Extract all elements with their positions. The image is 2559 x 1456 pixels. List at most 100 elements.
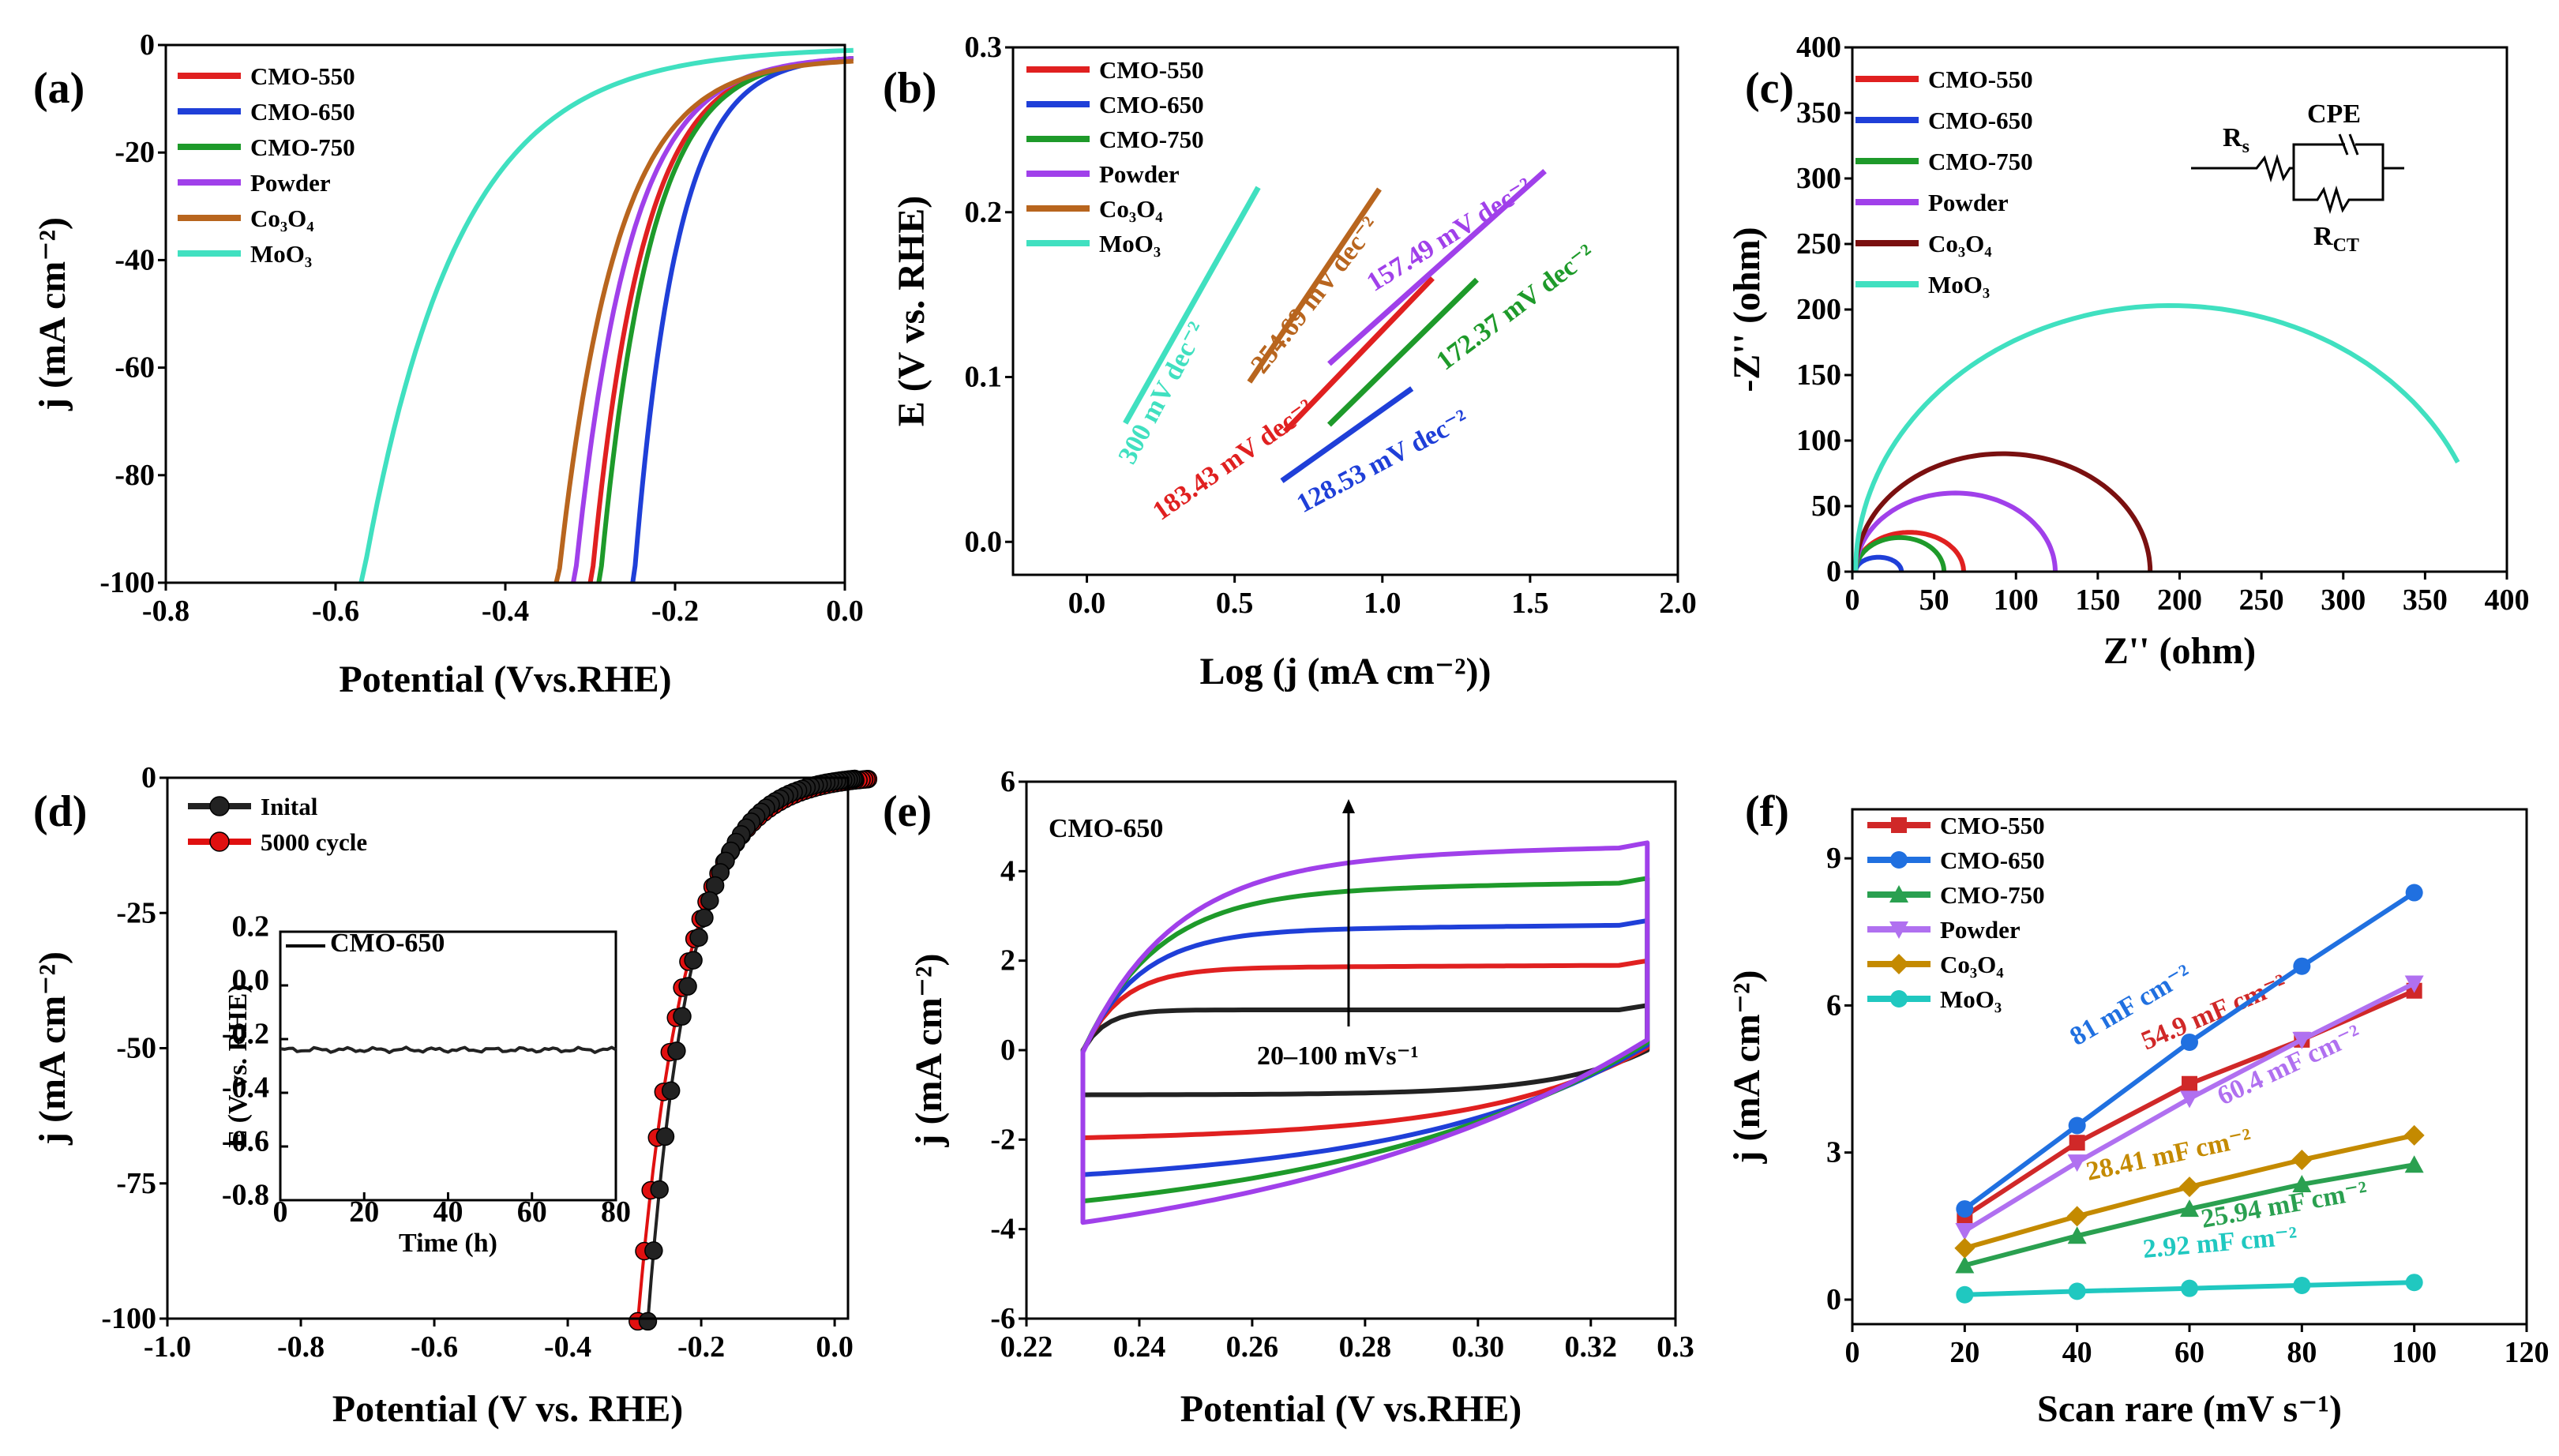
- panel-e-xtick-label: 0.3: [1657, 1330, 1694, 1364]
- panel-a-series-line: [553, 58, 854, 584]
- panel-d-xtick-label: -0.6: [411, 1330, 458, 1364]
- panel-b-xtick-label: 0.5: [1216, 587, 1254, 620]
- panel-d-marker: [673, 1007, 692, 1026]
- panel-d-xtick-label: -0.8: [277, 1330, 325, 1364]
- panel-f-marker: [2067, 1226, 2087, 1244]
- panel-a-ytick-label: -20: [114, 136, 155, 169]
- panel-d-marker: [689, 928, 708, 948]
- panel-a-legend-label: Powder: [250, 169, 331, 197]
- panel-f-marker: [2403, 1124, 2425, 1146]
- panel-f-legend-label: Powder: [1940, 916, 2021, 944]
- panel-e-sample-label: CMO-650: [1049, 814, 1163, 843]
- panel-f-marker: [2291, 1149, 2313, 1170]
- panel-c: 0 50 100 150 200 250 300 350 400 0 50 100 150 200 250 3…: [1726, 31, 2530, 672]
- panel-d-inset-line: [280, 1045, 617, 1054]
- circuit-rct-label: RCT: [2313, 222, 2359, 256]
- panel-e-ytick-label: 6: [1000, 765, 1015, 798]
- panel-c-xtick-label: 350: [2403, 584, 2448, 617]
- panel-f-marker: [1955, 1223, 1975, 1241]
- circuit-rs-sub: s: [2242, 137, 2249, 157]
- panel-e-ytick-label: 2: [1000, 944, 1015, 978]
- panel-d-inset-ytick-label: -0.4: [222, 1071, 269, 1104]
- panel-e-xtick-label: 0.32: [1565, 1330, 1618, 1364]
- panel-f-xtick-label: 60: [2174, 1336, 2204, 1369]
- panel-d-inset-xtick-label: 20: [349, 1195, 379, 1229]
- panel-a-series-line: [587, 56, 854, 584]
- panel-c-ytick-label: 100: [1796, 424, 1841, 457]
- panel-e-xtick-label: 0.28: [1339, 1330, 1392, 1364]
- panel-d-inset: 0 20 40 60 80 0.2 0.0 -0.2 -0.4 -0.6 -0.8 Time (h) E…: [222, 910, 631, 1258]
- panel-d-xlabel: Potential (V vs. RHE): [332, 1388, 683, 1430]
- panel-d-marker: [678, 977, 697, 996]
- circuit-wire: [2292, 143, 2404, 170]
- panel-f-legend-label: MoO₃: [1940, 985, 2002, 1013]
- panel-c-xtick-label: 200: [2157, 584, 2202, 617]
- panel-d-marker: [695, 908, 714, 928]
- panel-b-ytick-label: 0.2: [965, 196, 1003, 229]
- panel-d-inset-legend-label: CMO-650: [330, 929, 445, 958]
- panel-f-marker: [2404, 1155, 2424, 1173]
- panel-f-ylabel: j (mA cm⁻²): [1726, 970, 1768, 1165]
- panel-e-ytick-label: 4: [1000, 854, 1015, 887]
- panel-d-marker: [684, 951, 703, 970]
- panel-c-ytick-label: 350: [1796, 96, 1841, 129]
- panel-b-tafel-line: [1280, 386, 1414, 483]
- panel-d-ytick-label: 0: [141, 761, 156, 794]
- panel-d-inset-frame: [279, 930, 617, 1202]
- panel-a-ytick-label: 0: [140, 28, 155, 62]
- panel-f-marker: [2068, 1116, 2086, 1135]
- panel-d-legend-marker: [209, 796, 230, 816]
- panel-f-ytick-label: 6: [1826, 989, 1841, 1022]
- panel-a-legend-label: CMO-650: [250, 98, 355, 126]
- panel-d-inset-ytick-label: -0.8: [222, 1178, 269, 1211]
- circuit-resistor-rs: [2191, 153, 2294, 183]
- panel-c-xtick-label: 0: [1845, 584, 1860, 617]
- panel-c-nyquist-arc: [1853, 451, 2153, 572]
- panel-a-ytick-label: -80: [114, 459, 155, 492]
- panel-f: 54.9 mF cm⁻²81 mF cm⁻²25.94 mF cm⁻²60.4 …: [1726, 787, 2550, 1430]
- panel-e-xtick-label: 0.22: [1000, 1330, 1053, 1364]
- panel-d-label: (d): [33, 787, 87, 836]
- panel-b-label: (b): [883, 64, 936, 113]
- panel-c-xlabel: Z'' (ohm): [2103, 630, 2256, 672]
- panel-e-xtick-label: 0.24: [1113, 1330, 1166, 1364]
- panel-a-ytick-label: -40: [114, 243, 155, 276]
- panel-c-ytick-label: 300: [1796, 162, 1841, 195]
- panel-b-tafel-line: [1123, 186, 1261, 425]
- panel-b-legend-label: MoO₃: [1099, 230, 1161, 257]
- panel-a-label: (a): [33, 64, 84, 113]
- panel-a-series-line: [358, 47, 854, 584]
- panel-a-ytick-label: -60: [114, 351, 155, 385]
- panel-c-legend-label: CMO-550: [1928, 66, 2033, 93]
- panel-f-xtick-label: 100: [2392, 1336, 2437, 1369]
- panel-d-ytick-label: -100: [101, 1302, 156, 1335]
- panel-a-ytick-label: -100: [99, 566, 155, 599]
- panel-f-xtick-label: 120: [2505, 1336, 2550, 1369]
- panel-d-marker: [650, 1180, 669, 1199]
- panel-f-xtick-label: 20: [1949, 1336, 1979, 1369]
- panel-b-xtick-label: 0.0: [1068, 587, 1106, 620]
- panel-b-slope-label: 172.37 mV dec⁻²: [1431, 238, 1600, 376]
- panel-a-ylabel: j (mA cm⁻²): [32, 217, 73, 411]
- panel-f-legend-marker: [1891, 817, 1907, 833]
- panel-d-legend-label: Inital: [261, 793, 318, 820]
- panel-f-ytick-label: 9: [1826, 842, 1841, 875]
- panel-d-inset-ylabel: E (V vs. RHE): [223, 984, 253, 1147]
- panel-d-ytick-label: -50: [116, 1032, 156, 1065]
- panel-d-marker: [655, 1127, 675, 1146]
- panel-d-marker: [700, 891, 719, 910]
- panel-f-marker: [2181, 1279, 2198, 1297]
- panel-f-marker: [2293, 957, 2311, 975]
- panel-b-slope-label: 254.69 mV dec⁻²: [1245, 212, 1385, 379]
- panel-c-ylabel: -Z'' (ohm): [1726, 227, 1768, 392]
- panel-c-ytick-label: 200: [1796, 293, 1841, 326]
- panel-f-marker: [2405, 1274, 2423, 1292]
- panel-c-ytick-label: 400: [1796, 31, 1841, 64]
- panel-a: -0.8 -0.6 -0.4 -0.2 0.0 0 -20 -40 -60 -80 -100 Pote…: [32, 28, 864, 700]
- panel-d-inset-ytick-label: -0.6: [222, 1124, 269, 1158]
- panel-e-ylabel: j (mA cm⁻²): [908, 954, 950, 1148]
- panel-f-legend-marker: [1889, 885, 1908, 902]
- panel-d-legend-label: 5000 cycle: [261, 828, 367, 856]
- panel-a-legend-label: CMO-550: [250, 62, 355, 90]
